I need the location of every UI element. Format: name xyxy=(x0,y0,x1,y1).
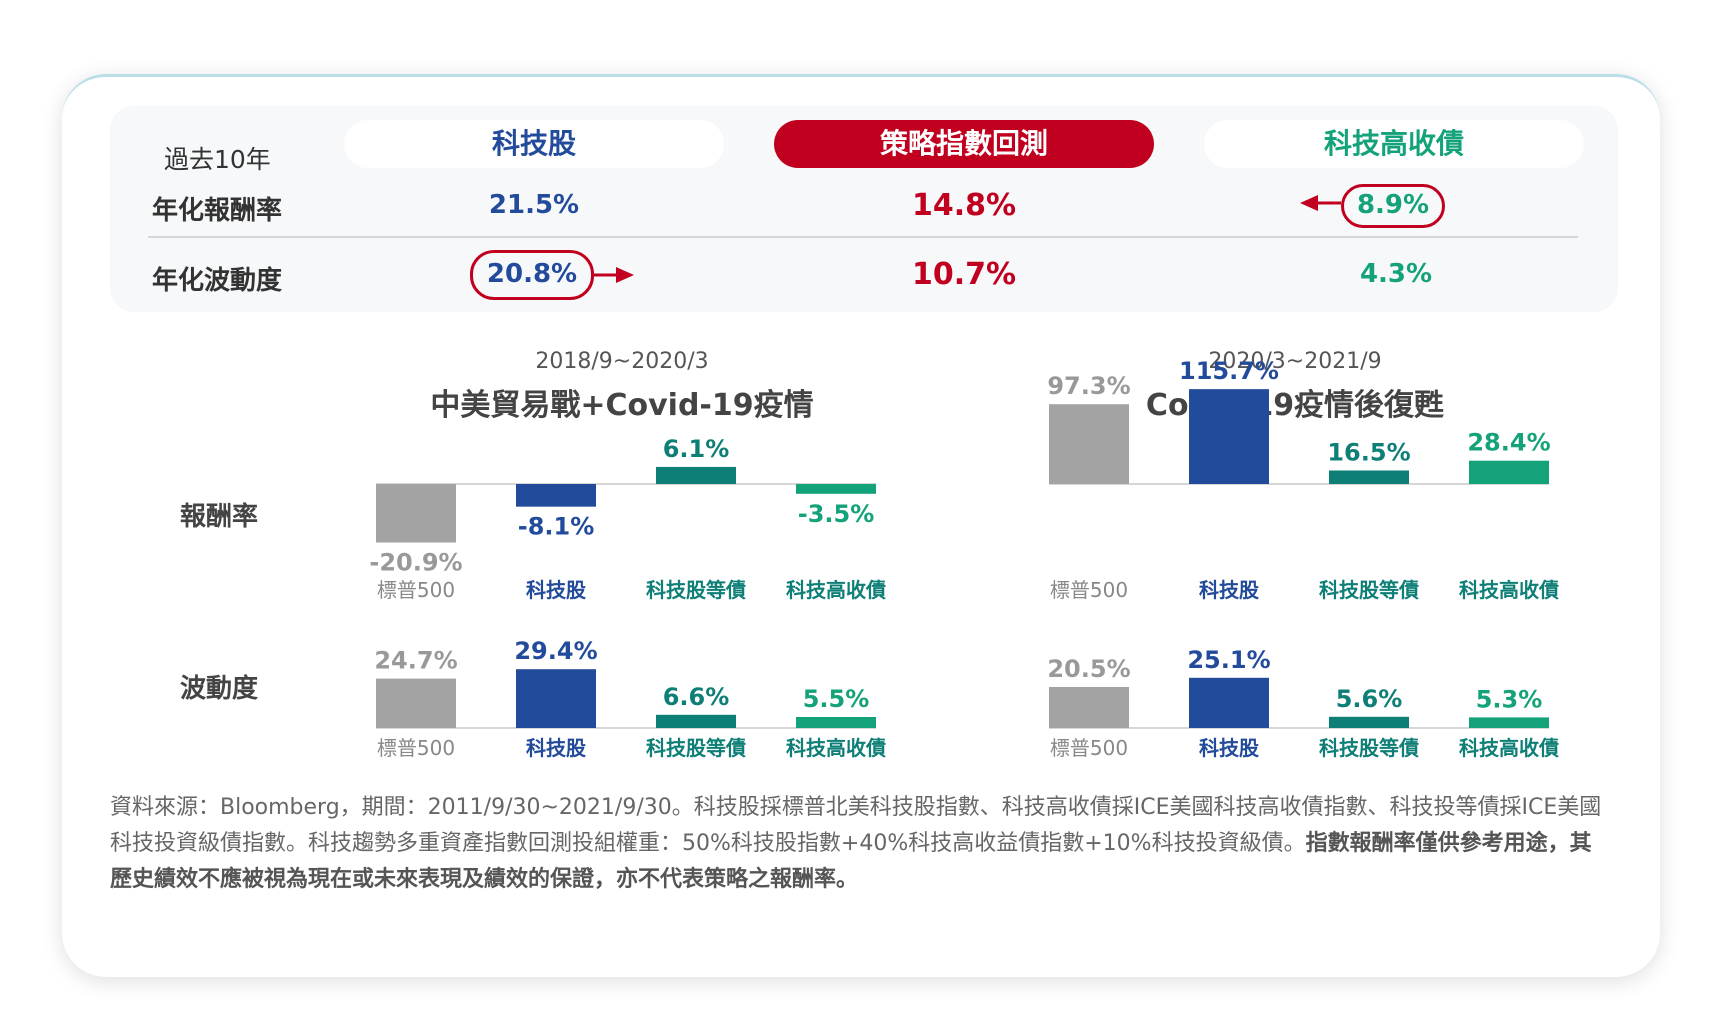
category-label: 科技股等債 xyxy=(646,736,746,760)
data-label: 28.4% xyxy=(1467,429,1550,457)
period-label: 過去10年 xyxy=(164,145,271,174)
highlight-oval xyxy=(1341,184,1445,228)
category-label: 科技股 xyxy=(1199,736,1259,760)
footnote-disclaimer: 指數報酬率僅供參考用途，其歷史績效不應被視為現在或未來表現及績效的保證，亦不代表… xyxy=(110,831,1592,892)
category-label: 科技高收債 xyxy=(786,578,886,602)
category-label: 標普500 xyxy=(377,578,455,602)
bar-2-1-2 xyxy=(1189,389,1269,484)
data-label: 97.3% xyxy=(1047,372,1130,400)
data-label: 16.5% xyxy=(1327,438,1410,466)
tech-stock-annual-volatility: 20.8% xyxy=(486,259,578,289)
data-label: -3.5% xyxy=(798,500,875,528)
chart1-title: 中美貿易戰+Covid-19疫情 xyxy=(430,388,814,423)
column-header-tech-stock: 科技股 xyxy=(344,120,724,168)
bar-2-2-1 xyxy=(1049,687,1129,728)
category-label: 科技股 xyxy=(526,578,586,602)
data-label: 6.1% xyxy=(663,435,730,463)
bar-1-1-3 xyxy=(656,466,736,484)
bar-1-2-1 xyxy=(376,678,456,728)
category-label: 科技高收債 xyxy=(786,736,886,760)
category-label: 科技股等債 xyxy=(646,578,746,602)
data-label: 115.7% xyxy=(1179,357,1279,385)
column-header-tech-high-yield: 科技高收債 xyxy=(1204,120,1584,168)
data-label: 5.6% xyxy=(1336,685,1403,713)
data-label: -20.9% xyxy=(369,549,462,577)
table-divider xyxy=(148,236,1578,238)
row-label-annual-volatility: 年化波動度 xyxy=(152,266,283,296)
arrow-right-icon xyxy=(594,267,634,283)
panel-label-volatility: 波動度 xyxy=(180,674,259,704)
category-label: 標普500 xyxy=(1050,736,1128,760)
data-label: 5.3% xyxy=(1476,685,1543,713)
bar-1-2-3 xyxy=(656,714,736,728)
category-label: 科技股等債 xyxy=(1319,736,1419,760)
bar-2-1-4 xyxy=(1469,460,1549,484)
bar-2-2-3 xyxy=(1329,716,1409,728)
footnote-text: 資料來源：Bloomberg，期間：2011/9/30~2021/9/30。科技… xyxy=(110,795,1602,856)
bar-1-2-2 xyxy=(516,669,596,728)
data-label: 24.7% xyxy=(374,647,457,675)
data-label: 20.5% xyxy=(1047,655,1130,683)
data-label: -8.1% xyxy=(518,513,595,541)
data-label: 6.6% xyxy=(663,683,730,711)
bar-1-1-2 xyxy=(516,484,596,507)
arrow-left-icon xyxy=(1300,195,1341,211)
category-label: 科技股 xyxy=(1199,578,1259,602)
strategy-annual-return: 14.8% xyxy=(911,188,1017,223)
bar-2-2-4 xyxy=(1469,717,1549,728)
category-label: 科技股 xyxy=(526,736,586,760)
bar-1-2-4 xyxy=(796,717,876,728)
category-label: 科技高收債 xyxy=(1459,578,1559,602)
row-label-annual-return: 年化報酬率 xyxy=(152,196,283,226)
data-label: 29.4% xyxy=(514,637,597,665)
chart1-subtitle: 2018/9~2020/3 xyxy=(535,349,709,374)
data-label: 25.1% xyxy=(1187,646,1270,674)
bar-2-2-2 xyxy=(1189,677,1269,728)
panel-label-return: 報酬率 xyxy=(180,502,259,532)
footnote: 資料來源：Bloomberg，期間：2011/9/30~2021/9/30。科技… xyxy=(110,790,1610,898)
highlight-oval xyxy=(470,250,594,300)
bar-1-1-4 xyxy=(796,484,876,494)
data-label: 5.5% xyxy=(803,685,870,713)
bar-1-1-1 xyxy=(376,484,456,543)
column-header-strategy-index: 策略指數回測 xyxy=(774,120,1154,168)
tech-high-yield-annual-return: 8.9% xyxy=(1356,190,1430,220)
tech-high-yield-annual-volatility: 4.3% xyxy=(1359,259,1433,289)
tech-stock-annual-return: 21.5% xyxy=(488,190,580,220)
bar-2-1-3 xyxy=(1329,470,1409,484)
category-label: 標普500 xyxy=(377,736,455,760)
category-label: 標普500 xyxy=(1050,578,1128,602)
bar-2-1-1 xyxy=(1049,404,1129,484)
category-label: 科技股等債 xyxy=(1319,578,1419,602)
chart2-subtitle: 2020/3~2021/9 xyxy=(1208,349,1382,374)
strategy-annual-volatility: 10.7% xyxy=(911,257,1017,292)
category-label: 科技高收債 xyxy=(1459,736,1559,760)
